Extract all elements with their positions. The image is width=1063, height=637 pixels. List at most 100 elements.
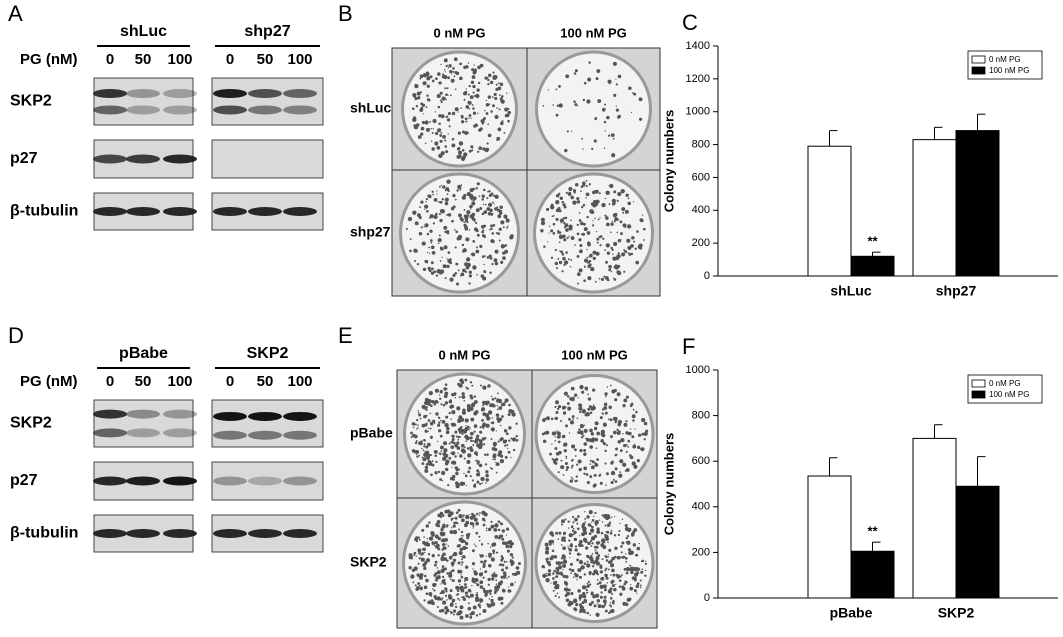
colony [492,458,494,460]
colony [629,586,634,591]
colony [590,465,595,470]
colony [418,584,421,587]
colony [491,417,494,419]
colony [567,545,569,547]
colony [613,389,617,393]
colony [497,214,502,219]
colony [593,139,597,143]
colony [491,421,495,425]
colony [469,615,473,619]
colony [437,470,441,474]
colony [639,579,642,582]
colony [578,428,581,431]
colony [576,417,579,420]
colony [612,430,617,435]
colony [493,92,497,97]
colony [467,93,470,96]
colony [582,203,586,207]
colony [563,449,567,453]
colony [433,214,438,219]
colony [589,445,594,449]
colony [501,558,503,560]
colony [586,231,591,235]
colony [420,226,423,229]
colony [441,256,443,258]
colony [489,73,491,76]
colony [620,545,623,548]
colony [438,128,442,132]
colony [591,519,595,522]
colony [494,585,498,589]
colony [550,203,554,207]
colony [447,594,452,598]
colony [617,191,622,197]
colony [578,238,582,242]
colony [586,611,590,615]
colony [567,417,571,421]
colony [635,410,638,414]
colony [423,536,425,538]
colony [507,450,511,454]
colony [594,117,597,121]
colony [605,537,609,541]
colony [475,249,480,254]
colony [506,577,508,579]
colony [413,260,417,263]
colony [578,575,582,579]
colony [436,401,439,404]
colony [605,395,607,398]
colony [540,221,546,226]
colony [430,140,433,143]
colony [604,554,606,557]
colony [438,609,443,613]
colony [479,511,481,514]
colony [574,548,578,552]
colony [445,187,450,191]
colony [623,398,628,403]
colony [580,435,584,439]
colony [469,427,471,429]
colony [415,123,420,127]
colony [467,453,472,458]
colony [458,610,463,615]
colony [485,423,490,428]
colony [415,536,419,540]
colony [438,201,440,204]
colony [487,95,492,99]
colony [577,459,582,464]
colony [572,200,577,205]
colony [435,534,438,537]
colony [615,468,617,471]
colony [441,419,446,424]
colony [497,520,501,523]
colony [431,460,434,463]
colony [482,562,486,566]
colony [421,552,425,556]
colony [501,568,505,572]
dose-label: 100 [287,373,312,390]
colony [454,107,459,112]
colony [565,582,568,586]
colony [479,585,484,589]
colony [487,202,493,207]
colony [626,535,630,538]
colony [579,243,583,247]
colony [442,264,447,269]
colony [420,440,423,443]
colony [545,572,548,575]
colony [424,120,429,125]
colony [490,557,495,562]
colony [473,395,477,398]
colony [450,452,452,455]
colony [432,128,434,130]
colony [581,525,585,529]
colony [495,232,498,235]
colony [484,147,489,153]
colony [495,430,497,432]
colony [603,120,607,124]
colony [565,598,570,603]
colony [437,423,441,427]
group-label: pBabe [119,345,168,362]
colony [413,124,417,128]
colony [616,392,621,397]
